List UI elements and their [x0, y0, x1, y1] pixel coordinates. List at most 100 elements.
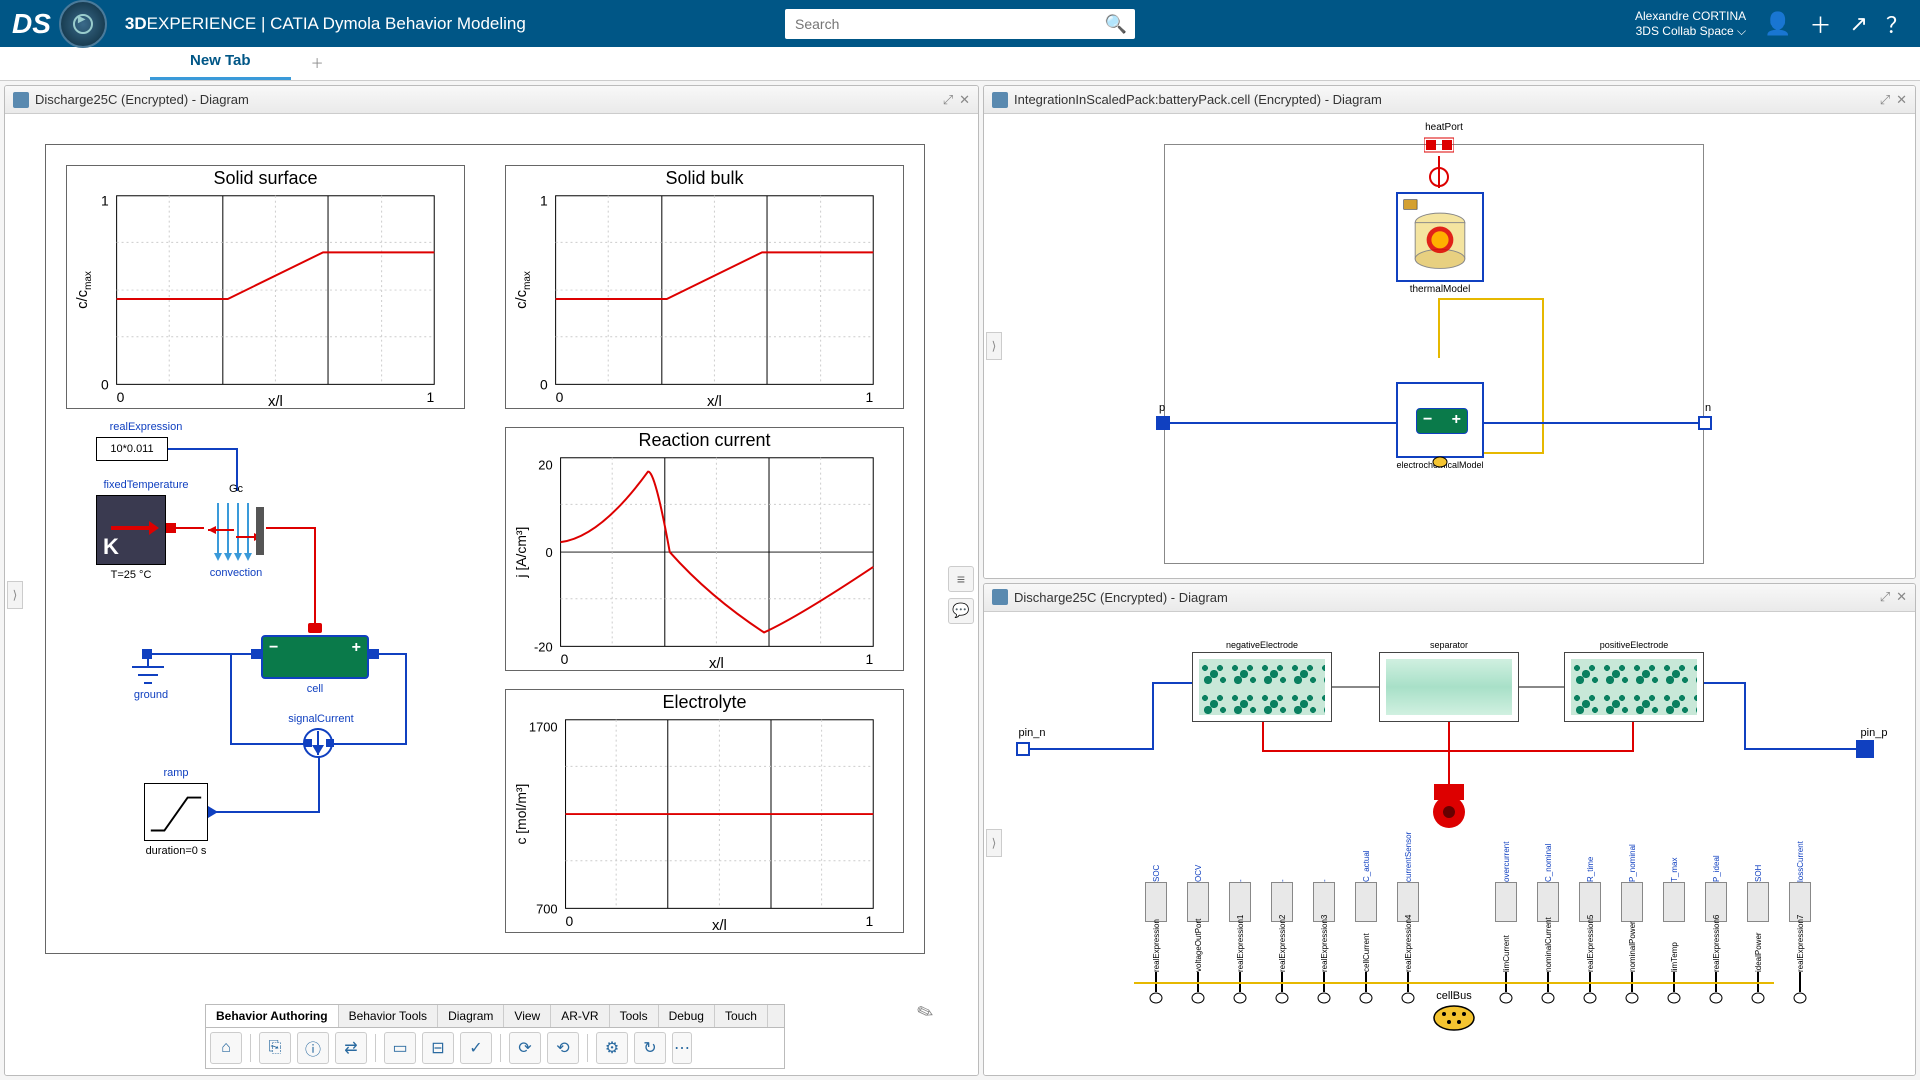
- resize-grip-icon[interactable]: ✎: [913, 998, 937, 1027]
- port-pin-n[interactable]: [1016, 742, 1030, 756]
- sensor-9[interactable]: R_timerealExpression5: [1574, 812, 1606, 1004]
- block-cell[interactable]: [261, 635, 369, 679]
- label-cellbus: cellBus: [1424, 990, 1484, 1002]
- panel-left: Discharge25C (Encrypted) - Diagram ⤢ ✕ ⟩…: [4, 85, 979, 1076]
- sensor-5[interactable]: C_actualcellCurrent: [1350, 812, 1382, 1004]
- sensor-10[interactable]: P_nominalnominalPower: [1616, 812, 1648, 1004]
- chart-svg: 01 01 x/l c/cmax: [67, 166, 464, 414]
- panel-bottom-right: Discharge25C (Encrypted) - Diagram ⤢✕ ⟩ …: [983, 583, 1916, 1077]
- user-name: Alexandre CORTINA: [1635, 9, 1746, 23]
- toolbar-tab-debug[interactable]: Debug: [659, 1005, 715, 1027]
- tool-link[interactable]: ⇄: [335, 1032, 367, 1064]
- user-icon[interactable]: 👤: [1764, 11, 1791, 37]
- workspace: Discharge25C (Encrypted) - Diagram ⤢ ✕ ⟩…: [0, 81, 1920, 1080]
- block-neg-electrode[interactable]: [1192, 652, 1332, 722]
- label-ramp: ramp: [146, 767, 206, 779]
- toolbar-tab-ar-vr[interactable]: AR-VR: [551, 1005, 609, 1027]
- share-icon[interactable]: ↗: [1850, 11, 1868, 37]
- block-fixedtemp[interactable]: K: [96, 495, 166, 565]
- sensor-14[interactable]: lossCurrentrealExpression7: [1784, 812, 1816, 1004]
- sensor-2[interactable]: -realExpression1: [1224, 812, 1256, 1004]
- expand-icon[interactable]: ⤢: [943, 92, 953, 108]
- sensor-11[interactable]: T_maxlimTemp: [1658, 812, 1690, 1004]
- svg-text:x/l: x/l: [712, 918, 727, 934]
- label-cell: cell: [261, 683, 369, 695]
- block-realexpression[interactable]: 10*0.011: [96, 437, 168, 461]
- sensor-0[interactable]: SOCrealExpression: [1140, 812, 1172, 1004]
- block-electromodel[interactable]: [1396, 382, 1484, 458]
- close-icon[interactable]: ✕: [1896, 589, 1907, 605]
- toolbar-tab-view[interactable]: View: [504, 1005, 551, 1027]
- add-icon[interactable]: ＋: [1810, 8, 1832, 40]
- tool-copy[interactable]: ⎘: [259, 1032, 291, 1064]
- block-convection[interactable]: [206, 497, 266, 563]
- label-thermalmodel: thermalModel: [1396, 284, 1484, 295]
- toolbar-tabs: Behavior AuthoringBehavior ToolsDiagramV…: [205, 1004, 785, 1027]
- panel-collapse-br[interactable]: ⟩: [986, 829, 1002, 857]
- sensor-13[interactable]: SOHidealPower: [1742, 812, 1774, 1004]
- sensor-4[interactable]: -realExpression3: [1308, 812, 1340, 1004]
- sensor-7[interactable]: overcurrentlimCurrent: [1490, 812, 1522, 1004]
- tool-sim2[interactable]: ⟲: [547, 1032, 579, 1064]
- svg-text:j [A/cm³]: j [A/cm³]: [513, 527, 529, 579]
- block-pos-electrode[interactable]: [1564, 652, 1704, 722]
- sensor-6[interactable]: currentSensorrealExpression4: [1392, 812, 1424, 1004]
- user-block[interactable]: Alexandre CORTINA 3DS Collab Space ⌵: [1635, 9, 1746, 38]
- tool-sim1[interactable]: ⟳: [509, 1032, 541, 1064]
- chart-svg: 01 01 x/l c/cmax: [506, 166, 903, 414]
- block-thermalmodel[interactable]: [1396, 192, 1484, 282]
- svg-text:0: 0: [117, 389, 125, 405]
- expand-icon[interactable]: ⤢: [1880, 589, 1890, 605]
- port-pin-p[interactable]: [1856, 740, 1874, 758]
- panel-br-header[interactable]: Discharge25C (Encrypted) - Diagram ⤢ ✕: [984, 584, 1915, 612]
- help-icon[interactable]: ？: [1886, 8, 1908, 40]
- compass-icon[interactable]: [59, 0, 107, 48]
- chart-solid-bulk: Solid bulk 01 01 x/l c/cmax: [505, 165, 904, 409]
- sensor-12[interactable]: P_idealrealExpression6: [1700, 812, 1732, 1004]
- port-p[interactable]: [1156, 416, 1170, 430]
- label-neg-electrode: negativeElectrode: [1192, 640, 1332, 650]
- tab-new[interactable]: New Tab: [150, 44, 291, 80]
- toolbar-tab-diagram[interactable]: Diagram: [438, 1005, 504, 1027]
- tool-connector[interactable]: ⊟: [422, 1032, 454, 1064]
- block-ramp[interactable]: [144, 783, 208, 841]
- tool-home[interactable]: ⌂: [210, 1032, 242, 1064]
- panel-br-title: Discharge25C (Encrypted) - Diagram: [1014, 590, 1228, 605]
- sensor-3[interactable]: -realExpression2: [1266, 812, 1298, 1004]
- panel-collapse-tr[interactable]: ⟩: [986, 332, 1002, 360]
- label-fixedtemp: fixedTemperature: [86, 479, 206, 491]
- svg-text:1: 1: [540, 193, 548, 209]
- tool-block[interactable]: ▭: [384, 1032, 416, 1064]
- sensor-8[interactable]: C_nominalnominalCurrent: [1532, 812, 1564, 1004]
- close-icon[interactable]: ✕: [1896, 92, 1907, 108]
- toolbar-tab-behavior-tools[interactable]: Behavior Tools: [339, 1005, 439, 1027]
- toolbar-tab-tools[interactable]: Tools: [610, 1005, 659, 1027]
- charts-container: Solid surface 01 01 x/l c/cmax: [45, 144, 925, 954]
- comment-icon[interactable]: 💬: [948, 598, 974, 624]
- svg-text:x/l: x/l: [709, 656, 724, 672]
- tab-add-button[interactable]: ＋: [291, 45, 344, 80]
- search-icon[interactable]: 🔍: [1105, 14, 1127, 35]
- tool-more[interactable]: ⋯: [672, 1032, 692, 1064]
- model-icon: [992, 589, 1008, 605]
- toolbar-tab-behavior-authoring[interactable]: Behavior Authoring: [206, 1005, 339, 1027]
- toolbar-tab-touch[interactable]: Touch: [715, 1005, 768, 1027]
- search-input[interactable]: [785, 9, 1135, 39]
- tool-refresh[interactable]: ↻: [634, 1032, 666, 1064]
- svg-text:x/l: x/l: [268, 394, 283, 410]
- tool-check[interactable]: ✓: [460, 1032, 492, 1064]
- close-icon[interactable]: ✕: [959, 92, 970, 108]
- svg-text:c/cmax: c/cmax: [514, 271, 533, 309]
- svg-text:0: 0: [101, 376, 109, 392]
- expand-icon[interactable]: ⤢: [1880, 92, 1890, 108]
- panel-collapse-left[interactable]: ⟩: [7, 581, 23, 609]
- panel-tr-header[interactable]: IntegrationInScaledPack:batteryPack.cell…: [984, 86, 1915, 114]
- block-separator[interactable]: [1379, 652, 1519, 722]
- svg-text:1: 1: [866, 913, 874, 929]
- tool-info[interactable]: ⓘ: [297, 1032, 329, 1064]
- panel-left-header[interactable]: Discharge25C (Encrypted) - Diagram ⤢ ✕: [5, 86, 978, 114]
- tool-settings[interactable]: ⚙: [596, 1032, 628, 1064]
- layers-icon[interactable]: ≡: [948, 566, 974, 592]
- port-n[interactable]: [1698, 416, 1712, 430]
- sensor-1[interactable]: OCVvoltageOutPort: [1182, 812, 1214, 1004]
